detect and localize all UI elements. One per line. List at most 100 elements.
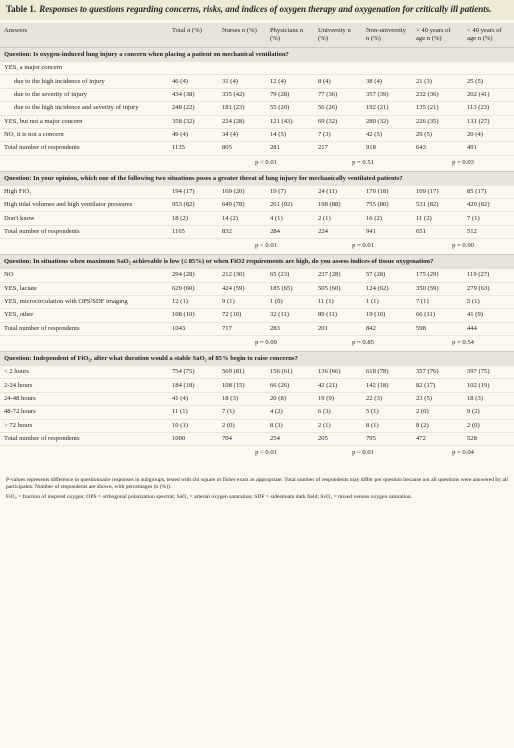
- table-row: due to the severity of injury 434 (38) 335…: [0, 88, 514, 103]
- cell: 18 (3): [463, 392, 514, 407]
- footnote: P-values represents difference in questi…: [6, 477, 508, 491]
- table-row: NO, it is not a concern 49 (4) 34 (4) 14 (5…: [0, 128, 514, 143]
- table: Answers Total n (%) Nurses n (%) Physicians…: [0, 23, 514, 461]
- cell: 1135: [168, 141, 218, 156]
- cell: 108 (15): [218, 378, 266, 393]
- row-label: due to the severity of injury: [0, 88, 168, 103]
- cell: 842: [362, 322, 412, 337]
- cell: 72 (10): [218, 308, 266, 323]
- column-header: > 40 years of age n (%): [412, 23, 463, 48]
- cell: 23 (5): [412, 392, 463, 407]
- row-label: due to the high incidence and severity o…: [0, 101, 168, 116]
- p-value: p = 0.51: [352, 158, 374, 166]
- table-row: YES, other 108 (10) 72 (10) 32 (11) 89 (11) 1…: [0, 308, 514, 323]
- cell: 20 (8): [266, 392, 314, 407]
- table-row: 48-72 hours 11 (1) 7 (1) 4 (2) 6 (3) 5 (1) 2 (…: [0, 405, 514, 420]
- cell: [0, 446, 218, 462]
- row-label: NO: [0, 269, 168, 283]
- row-label: 48-72 hours: [0, 405, 168, 420]
- p-value-row: p < 0.01 p = 0.01 p = 0.90: [0, 239, 514, 255]
- table-row: High tidal volumes and high ventilator p…: [0, 198, 514, 213]
- cell: 175 (29): [412, 269, 463, 283]
- cell: 41 (9): [463, 308, 514, 323]
- table-row: due to the high incidence of injury 46 (4…: [0, 74, 514, 89]
- p-value: p < 0.01: [255, 242, 277, 250]
- cell: 42 (5): [362, 128, 412, 143]
- cell: 82 (17): [412, 378, 463, 393]
- cell: 192 (21): [362, 101, 412, 116]
- cell: 531 (82): [412, 198, 463, 213]
- cell: 232 (36): [412, 88, 463, 103]
- cell: 7 (3): [314, 128, 362, 143]
- cell: [168, 62, 218, 76]
- row-label: High tidal volumes and high ventilator p…: [0, 198, 168, 213]
- cell: [412, 62, 463, 76]
- cell: 5 (1): [463, 295, 514, 310]
- cell: 170 (18): [362, 185, 412, 199]
- cell: 8 (2): [412, 419, 463, 433]
- cell: 113 (23): [463, 101, 514, 116]
- table-row: YES, lactate 629 (60) 424 (59) 185 (65) 505 …: [0, 282, 514, 296]
- row-label: Total number of respondents: [0, 141, 168, 156]
- cell: 281: [266, 141, 314, 156]
- table-row: due to the high incidence and severity o…: [0, 101, 514, 116]
- question: Question: Independent of FiO₂, after wha…: [0, 351, 514, 366]
- table-row: 24-48 hours 41 (4) 18 (3) 20 (8) 19 (9) 22 (3…: [0, 392, 514, 407]
- cell: 102 (19): [463, 378, 514, 393]
- cell: 8 (1): [362, 419, 412, 433]
- cell: 5 (1): [362, 405, 412, 420]
- table-row: 2-24 hours 184 (18) 108 (15) 66 (26) 42 (21)…: [0, 378, 514, 393]
- cell: 512: [463, 225, 514, 240]
- cell: 754 (75): [168, 366, 218, 380]
- cell: 283: [266, 322, 314, 337]
- cell: 156 (61): [266, 366, 314, 380]
- title-label: Table 1.: [6, 4, 37, 14]
- question-row: Question: In your opinion, which one of …: [0, 170, 514, 186]
- cell: 201: [314, 322, 362, 337]
- cell: 704: [218, 432, 266, 447]
- row-label: YES, microcirculation with OPS/SDF imagi…: [0, 295, 168, 310]
- cell: 2 (1): [314, 211, 362, 226]
- cell: 194 (17): [168, 185, 218, 199]
- cell: 279 (63): [463, 282, 514, 296]
- cell: 22 (3): [362, 392, 412, 407]
- cell: 66 (26): [266, 378, 314, 393]
- cell: 1 (1): [362, 295, 412, 310]
- cell: 7 (1): [463, 211, 514, 226]
- cell: 41 (4): [168, 392, 218, 407]
- cell: 8 (4): [314, 74, 362, 89]
- cell: 19 (7): [266, 185, 314, 199]
- cell: 6 (3): [314, 405, 362, 420]
- cell: 109 (17): [412, 185, 463, 199]
- p-value: p < 0.01: [255, 158, 277, 166]
- column-header: Physicians n (%): [266, 23, 314, 48]
- cell: 9 (1): [218, 295, 266, 310]
- cell: [218, 62, 266, 76]
- cell: 10 (1): [168, 419, 218, 433]
- title-caption: Responses to questions regarding concern…: [39, 4, 492, 14]
- p-value-row: p < 0.01 p < 0.01 p = 0.04: [0, 446, 514, 462]
- cell: 19 (10): [362, 308, 412, 323]
- cell: 20 (4): [463, 128, 514, 143]
- cell: 25 (5): [463, 74, 514, 89]
- cell: 2 (0): [463, 419, 514, 433]
- cell: 205: [314, 432, 362, 447]
- cell: 358 (32): [168, 115, 218, 129]
- cell: 2 (0): [218, 419, 266, 433]
- cell: 335 (42): [218, 88, 266, 103]
- cell: 261 (92): [266, 198, 314, 213]
- cell: [0, 155, 218, 171]
- cell: 795: [362, 432, 412, 447]
- cell: 12 (1): [168, 295, 218, 310]
- row-label: 2-24 hours: [0, 378, 168, 393]
- cell: 226 (35): [412, 115, 463, 129]
- cell: 57 (28): [362, 269, 412, 283]
- table-row: Total number of respondents 1043 717 283 201…: [0, 322, 514, 337]
- cell: 46 (4): [168, 74, 218, 89]
- question: Question: Is oxygen-induced lung injury …: [0, 47, 514, 62]
- cell: 1165: [168, 225, 218, 240]
- cell: 18 (3): [218, 392, 266, 407]
- cell: 397 (75): [463, 366, 514, 380]
- table-title: Table 1. Responses to questions regarding…: [0, 0, 514, 20]
- cell: 18 (2): [168, 211, 218, 226]
